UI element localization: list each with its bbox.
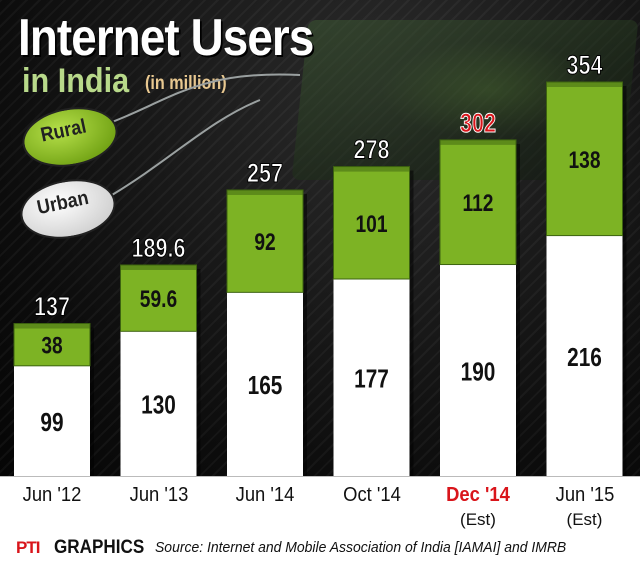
bar-rural-top-edge xyxy=(14,323,90,329)
chart-title: Internet Users xyxy=(18,9,314,67)
bar-urban-2 xyxy=(227,292,303,476)
pti-logo: PTI xyxy=(16,538,40,557)
bar-urban-3 xyxy=(333,279,410,476)
total-label-5: 354 xyxy=(566,51,602,81)
x-tick-note-4: (Est) xyxy=(460,510,496,529)
source-note: Source: Internet and Mobile Association … xyxy=(155,539,567,556)
bar-rural-5 xyxy=(546,81,623,237)
bar-urban-0 xyxy=(14,365,90,476)
x-tick-label-5: Jun '15 xyxy=(555,484,614,506)
x-tick-label-4: Dec '14 xyxy=(446,484,510,506)
total-label-4: 302 xyxy=(460,109,496,139)
total-label-2: 257 xyxy=(247,159,283,189)
data-label-urban-2: 165 xyxy=(248,371,283,400)
data-label-urban-0: 99 xyxy=(40,408,63,437)
data-label-urban-3: 177 xyxy=(354,364,389,393)
x-tick-label-0: Jun '12 xyxy=(22,484,82,506)
bar-rural-1 xyxy=(120,264,197,332)
x-tick-label-1: Jun '13 xyxy=(129,484,188,506)
data-label-rural-5: 138 xyxy=(568,146,600,174)
total-label-0: 137 xyxy=(34,292,70,322)
bar-rural-3 xyxy=(333,166,410,280)
data-label-urban-4: 190 xyxy=(461,357,496,386)
bar-urban-5 xyxy=(546,235,623,476)
bar-rural-top-edge xyxy=(440,139,516,145)
graphics-label: GRAPHICS xyxy=(54,537,145,558)
footer: PTI GRAPHICS Source: Internet and Mobile… xyxy=(0,536,640,561)
total-label-3: 278 xyxy=(353,135,389,165)
stacked-bar-chart: 99 38 137 130 59.6 189.6 165 92 257 177 101 278 190 1… xyxy=(13,50,627,476)
mouse-cords xyxy=(111,73,301,196)
data-label-urban-5: 216 xyxy=(567,343,602,372)
x-tick-label-2: Jun '14 xyxy=(235,484,295,506)
total-label-1: 189.6 xyxy=(131,234,185,264)
bar-rural-4 xyxy=(439,139,517,266)
bar-rural-top-edge xyxy=(120,264,197,270)
bar-rural-top-edge xyxy=(546,82,623,87)
data-label-urban-1: 130 xyxy=(141,390,176,419)
data-label-rural-3: 101 xyxy=(355,210,387,238)
x-tick-note-5: (Est) xyxy=(566,510,603,529)
data-label-rural-4: 112 xyxy=(463,189,494,217)
bar-urban-4 xyxy=(440,264,516,476)
bar-urban-1 xyxy=(120,331,197,476)
data-label-rural-1: 59.6 xyxy=(140,285,177,313)
bar-rural-0 xyxy=(13,323,91,367)
unit-label: (in million) xyxy=(145,73,227,94)
data-label-rural-2: 92 xyxy=(254,228,275,256)
bar-rural-top-edge xyxy=(333,166,410,172)
x-axis xyxy=(0,476,640,536)
bar-rural-top-edge xyxy=(227,189,303,195)
chart-subtitle: in India xyxy=(22,62,130,100)
x-tick-label-3: Oct '14 xyxy=(342,484,401,506)
data-label-rural-0: 38 xyxy=(41,332,62,360)
bar-rural-2 xyxy=(226,189,304,293)
